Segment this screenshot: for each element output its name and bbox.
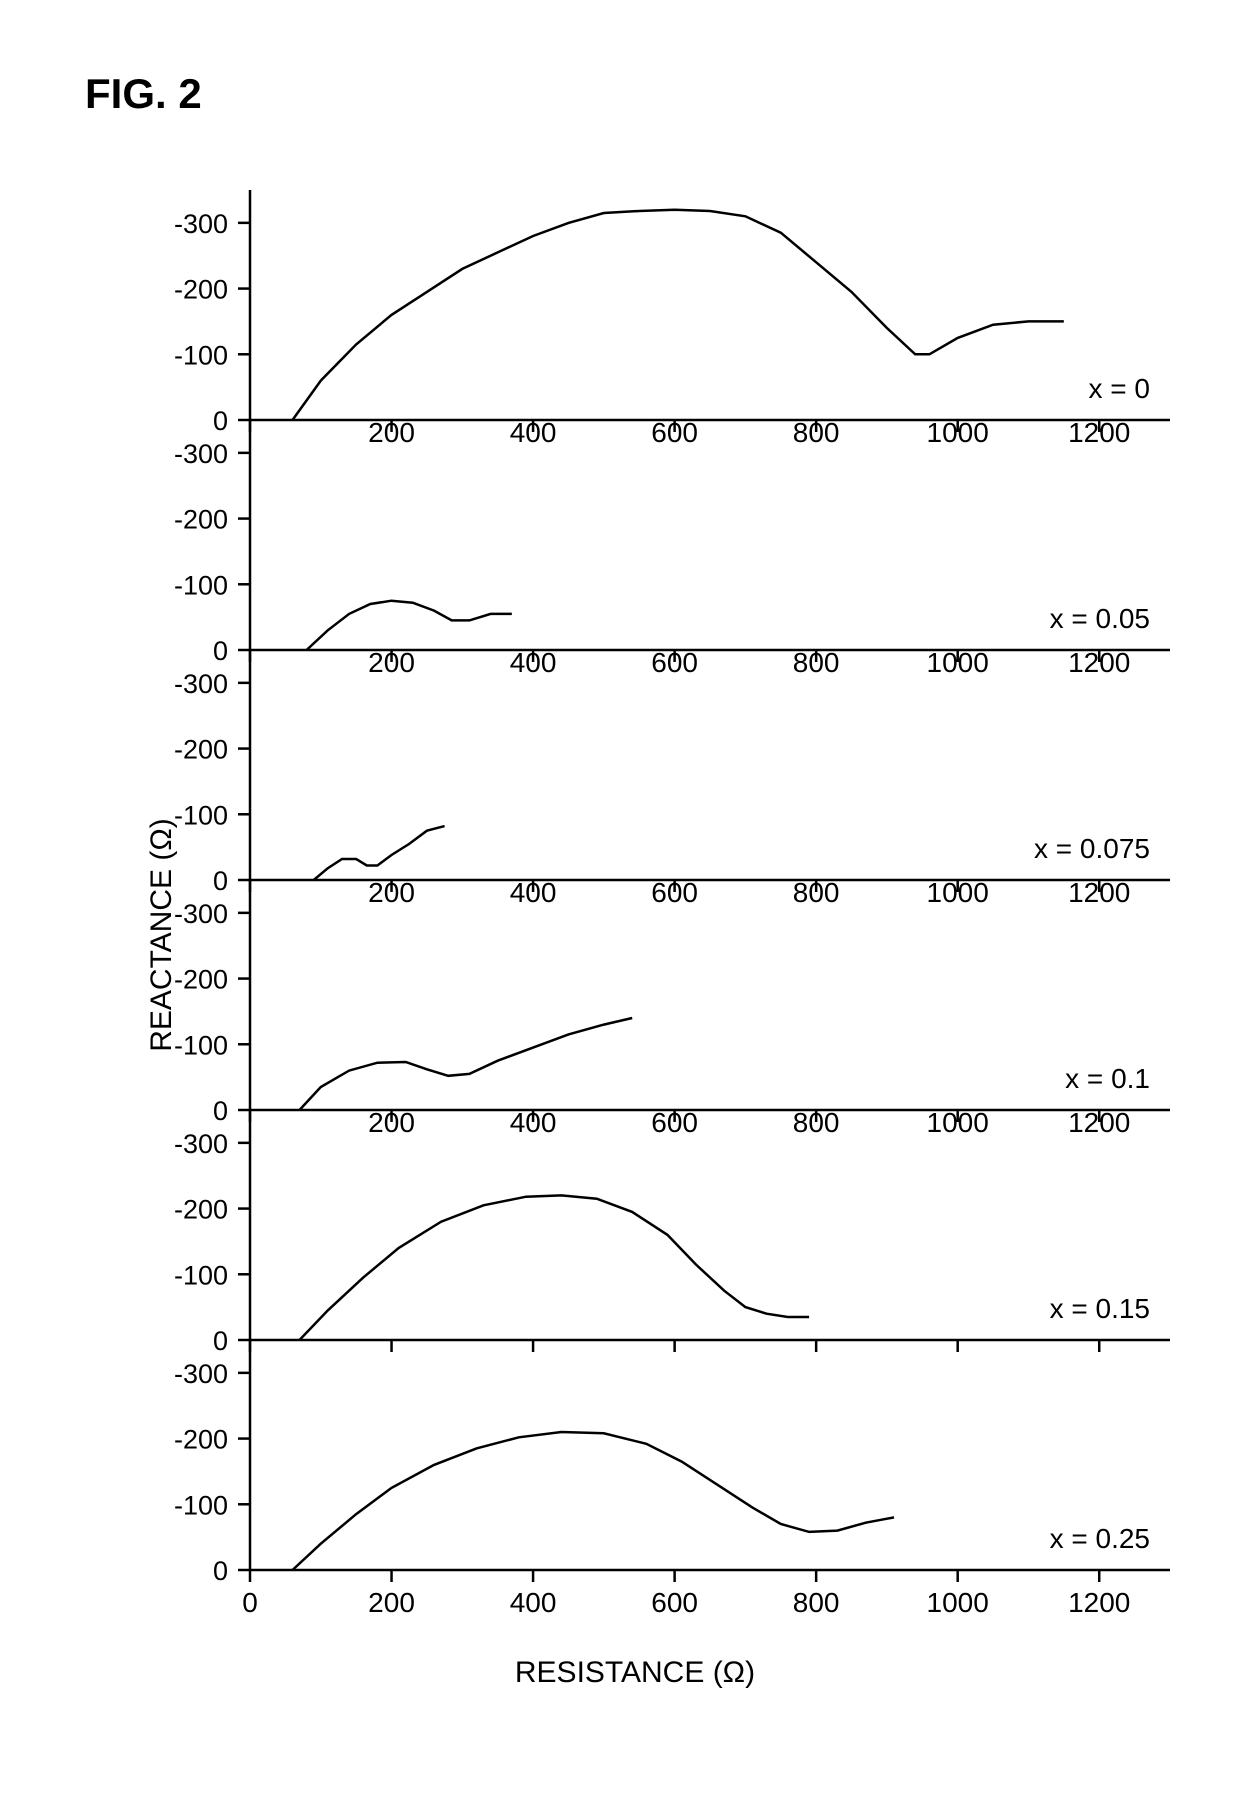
- y-tick-label: 0: [213, 1556, 228, 1586]
- x-tick-label: 600: [651, 417, 698, 448]
- y-tick-label: 0: [213, 406, 228, 436]
- x-tick-label: 1200: [1068, 647, 1130, 678]
- y-tick-label: -200: [174, 505, 228, 535]
- x-tick-label: 200: [368, 1107, 415, 1138]
- data-curve: [300, 1018, 633, 1110]
- x-tick-label: 1200: [1068, 1107, 1130, 1138]
- data-curve: [307, 601, 512, 650]
- data-curve: [314, 826, 445, 880]
- y-tick-label: -100: [174, 1260, 228, 1290]
- x-tick-label: 200: [368, 647, 415, 678]
- x-tick-label: 800: [793, 417, 840, 448]
- xaxis-label: RESISTANCE (Ω): [515, 1656, 755, 1690]
- x-tick-label: 0: [242, 1587, 258, 1618]
- x-tick-label: 200: [368, 877, 415, 908]
- x-tick-label: 1200: [1068, 417, 1130, 448]
- y-tick-label: -100: [174, 1030, 228, 1060]
- y-tick-label: -100: [174, 1490, 228, 1520]
- panel-svg: 0-100-200-30020040060080010001200x = 0.0…: [250, 420, 1170, 650]
- data-curve: [300, 1195, 810, 1340]
- x-tick-label: 1000: [927, 647, 989, 678]
- y-tick-label: -200: [174, 275, 228, 305]
- chart-area: REACTANCE (Ω) 0-100-200-300x = 00-100-20…: [85, 190, 1185, 1680]
- x-tick-label: 200: [368, 417, 415, 448]
- chart-panel: 0-100-200-30020040060080010001200x = 0.0…: [250, 420, 1170, 650]
- x-tick-label: 1200: [1068, 1587, 1130, 1618]
- x-tick-label: 400: [510, 877, 557, 908]
- x-tick-label: 600: [651, 647, 698, 678]
- y-tick-label: -300: [174, 439, 228, 469]
- y-tick-label: 0: [213, 866, 228, 896]
- x-tick-label: 400: [510, 647, 557, 678]
- x-tick-label: 400: [510, 1587, 557, 1618]
- y-tick-label: 0: [213, 636, 228, 666]
- figure-title: FIG. 2: [85, 70, 202, 118]
- x-tick-label: 1200: [1068, 877, 1130, 908]
- y-tick-label: -200: [174, 1195, 228, 1225]
- y-tick-label: -300: [174, 1129, 228, 1159]
- panel-annotation: x = 0.05: [1050, 603, 1150, 634]
- x-tick-label: 1000: [927, 1587, 989, 1618]
- chart-panel: 0-100-200-30020040060080010001200x = 0.1…: [250, 1110, 1170, 1340]
- chart-panels: 0-100-200-300x = 00-100-200-300200400600…: [250, 190, 1170, 1570]
- y-tick-label: -300: [174, 899, 228, 929]
- x-tick-label: 800: [793, 1587, 840, 1618]
- panel-annotation: x = 0: [1089, 373, 1150, 404]
- yaxis-label-wrap: REACTANCE (Ω): [145, 818, 179, 1052]
- y-tick-label: -300: [174, 1359, 228, 1389]
- y-tick-label: -100: [174, 570, 228, 600]
- x-tick-label: 800: [793, 647, 840, 678]
- x-tick-label: 600: [651, 1587, 698, 1618]
- panel-annotation: x = 0.1: [1065, 1063, 1150, 1094]
- y-tick-label: -100: [174, 340, 228, 370]
- data-curve: [293, 1432, 895, 1570]
- yaxis-label: REACTANCE (Ω): [145, 818, 178, 1052]
- x-tick-label: 400: [510, 1107, 557, 1138]
- y-tick-label: -200: [174, 735, 228, 765]
- x-tick-label: 800: [793, 877, 840, 908]
- x-tick-label: 1000: [927, 417, 989, 448]
- x-tick-label: 1000: [927, 877, 989, 908]
- panel-svg: 0-100-200-300x = 0: [250, 190, 1170, 420]
- data-curve: [293, 210, 1064, 420]
- chart-panel: 0-100-200-300020040060080010001200x = 0.…: [250, 1340, 1170, 1570]
- chart-panel: 0-100-200-30020040060080010001200x = 0.0…: [250, 650, 1170, 880]
- panel-svg: 0-100-200-300020040060080010001200x = 0.…: [250, 1340, 1170, 1570]
- panel-annotation: x = 0.075: [1034, 833, 1150, 864]
- y-tick-label: 0: [213, 1326, 228, 1356]
- panel-svg: 0-100-200-30020040060080010001200x = 0.1…: [250, 1110, 1170, 1340]
- x-tick-label: 400: [510, 417, 557, 448]
- chart-panel: 0-100-200-30020040060080010001200x = 0.1: [250, 880, 1170, 1110]
- y-tick-label: -100: [174, 800, 228, 830]
- panel-annotation: x = 0.15: [1050, 1293, 1150, 1324]
- panel-svg: 0-100-200-30020040060080010001200x = 0.1: [250, 880, 1170, 1110]
- y-tick-label: 0: [213, 1096, 228, 1126]
- y-tick-label: -200: [174, 1425, 228, 1455]
- x-tick-label: 600: [651, 877, 698, 908]
- x-tick-label: 200: [368, 1587, 415, 1618]
- y-tick-label: -200: [174, 965, 228, 995]
- panel-svg: 0-100-200-30020040060080010001200x = 0.0…: [250, 650, 1170, 880]
- chart-panel: 0-100-200-300x = 0: [250, 190, 1170, 420]
- x-tick-label: 1000: [927, 1107, 989, 1138]
- y-tick-label: -300: [174, 209, 228, 239]
- x-tick-label: 800: [793, 1107, 840, 1138]
- x-tick-label: 600: [651, 1107, 698, 1138]
- panel-annotation: x = 0.25: [1050, 1523, 1150, 1554]
- y-tick-label: -300: [174, 669, 228, 699]
